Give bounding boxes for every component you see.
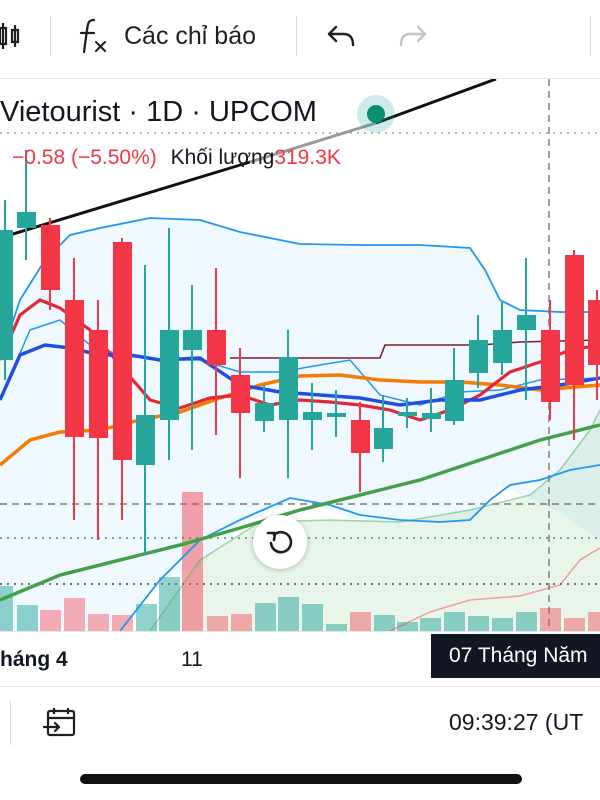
candle-down bbox=[231, 348, 250, 478]
volume-bar bbox=[40, 610, 61, 631]
volume-bar bbox=[397, 622, 418, 631]
candle-type-button[interactable] bbox=[0, 0, 30, 72]
candle-down bbox=[65, 258, 84, 520]
candle-down bbox=[207, 268, 226, 435]
time-axis[interactable]: háng 4 11 07 Tháng Năm bbox=[0, 631, 600, 686]
redo-icon bbox=[399, 25, 427, 47]
volume-bar bbox=[444, 612, 465, 631]
candle-down bbox=[41, 218, 60, 310]
candle-type-icon bbox=[0, 23, 20, 49]
bollinger-band-fill bbox=[0, 218, 600, 631]
candle-up bbox=[422, 388, 441, 432]
fx-indicators-icon bbox=[79, 18, 106, 54]
candle-up bbox=[517, 258, 536, 400]
drawing-point-icon[interactable] bbox=[357, 95, 395, 133]
volume-bar bbox=[588, 612, 600, 631]
candle-up bbox=[279, 330, 298, 478]
volume-bars bbox=[0, 492, 600, 631]
volume-bar bbox=[255, 603, 276, 631]
candle-down bbox=[113, 238, 132, 520]
candle-down bbox=[588, 290, 600, 400]
candle-down bbox=[351, 402, 370, 492]
ma-dark-red-line bbox=[230, 339, 600, 359]
toolbar-separator bbox=[590, 16, 591, 56]
volume-bar bbox=[88, 614, 109, 631]
candle-up bbox=[469, 315, 488, 388]
candle-up bbox=[493, 302, 512, 375]
chart-pane[interactable] bbox=[0, 79, 600, 631]
time-axis-label: 11 bbox=[181, 648, 203, 671]
toolbar-separator bbox=[50, 16, 51, 56]
candles bbox=[0, 150, 600, 555]
trend-line-selected[interactable] bbox=[249, 121, 377, 164]
volume-bar bbox=[64, 598, 85, 631]
volume-bar bbox=[516, 612, 537, 631]
clock-time[interactable]: 09:39:27 (UT bbox=[449, 709, 584, 735]
volume-bar bbox=[374, 615, 395, 631]
trend-line[interactable] bbox=[375, 79, 497, 125]
bollinger-upper-line bbox=[0, 217, 600, 361]
volume-bar bbox=[136, 604, 157, 631]
cloud-upper-line bbox=[149, 409, 600, 631]
candle-up bbox=[255, 385, 274, 432]
indicators-button[interactable]: Các chỉ báo bbox=[78, 0, 256, 72]
volume-bar bbox=[540, 608, 561, 631]
crosshair-date: 07 Tháng Năm bbox=[449, 644, 588, 667]
chart-toolbar: Các chỉ báo bbox=[0, 0, 600, 79]
volume-label: Khối lượng bbox=[170, 146, 275, 169]
candle-down bbox=[89, 300, 108, 540]
cloud-lower-line bbox=[389, 547, 600, 631]
undo-button[interactable] bbox=[326, 0, 356, 72]
symbol-legend[interactable]: Vietourist · 1D · UPCOM bbox=[0, 96, 317, 129]
toolbar-separator bbox=[296, 16, 297, 56]
candle-up bbox=[183, 285, 202, 450]
volume-bar bbox=[17, 605, 38, 631]
candle-up bbox=[136, 265, 155, 555]
cloud-fill bbox=[150, 410, 600, 631]
volume-bar bbox=[112, 615, 133, 631]
volume-bar bbox=[0, 586, 13, 631]
candle-up bbox=[327, 390, 346, 437]
candle-up bbox=[17, 150, 36, 260]
reset-chart-icon bbox=[266, 530, 293, 554]
candle-up bbox=[0, 200, 13, 380]
volume-bar bbox=[326, 624, 347, 631]
volume-bar bbox=[564, 618, 585, 631]
time-axis-label: háng 4 bbox=[0, 648, 68, 671]
volume-bar bbox=[468, 616, 489, 631]
volume-bar bbox=[492, 618, 513, 631]
volume-bar bbox=[420, 618, 441, 631]
date-range-icon bbox=[43, 708, 76, 737]
price-chart[interactable] bbox=[0, 79, 600, 631]
volume-bar bbox=[350, 612, 371, 631]
volume-bar bbox=[231, 614, 252, 631]
candle-up bbox=[398, 398, 417, 428]
bottom-bar: 09:39:27 (UT bbox=[0, 686, 600, 761]
symbol-title: Vietourist · 1D · UPCOM bbox=[0, 96, 317, 128]
bollinger-lower-line bbox=[119, 464, 600, 631]
reset-chart-button[interactable] bbox=[253, 515, 307, 569]
home-indicator[interactable] bbox=[80, 774, 522, 784]
date-range-button[interactable] bbox=[40, 703, 80, 743]
candle-down bbox=[565, 250, 584, 440]
ma-green-line bbox=[0, 423, 600, 602]
crosshair-date-label: 07 Tháng Năm bbox=[431, 634, 600, 678]
toolbar-separator bbox=[10, 701, 11, 745]
indicators-label: Các chỉ báo bbox=[124, 21, 257, 50]
volume-bar bbox=[207, 616, 228, 631]
undo-icon bbox=[327, 25, 355, 47]
volume-bar bbox=[302, 604, 323, 631]
redo-button[interactable] bbox=[398, 0, 428, 72]
candle-up bbox=[374, 395, 393, 462]
price-legend: −0.58 (−5.50%) Khối lượng319.3K bbox=[12, 146, 341, 170]
candle-up bbox=[303, 383, 322, 450]
candle-up bbox=[160, 228, 179, 460]
candle-down bbox=[541, 300, 560, 420]
price-change: −0.58 (−5.50%) bbox=[12, 146, 157, 169]
volume-bar bbox=[278, 597, 299, 631]
volume-value: 319.3K bbox=[274, 146, 341, 169]
volume-bar bbox=[182, 492, 203, 631]
candle-up bbox=[445, 348, 464, 425]
